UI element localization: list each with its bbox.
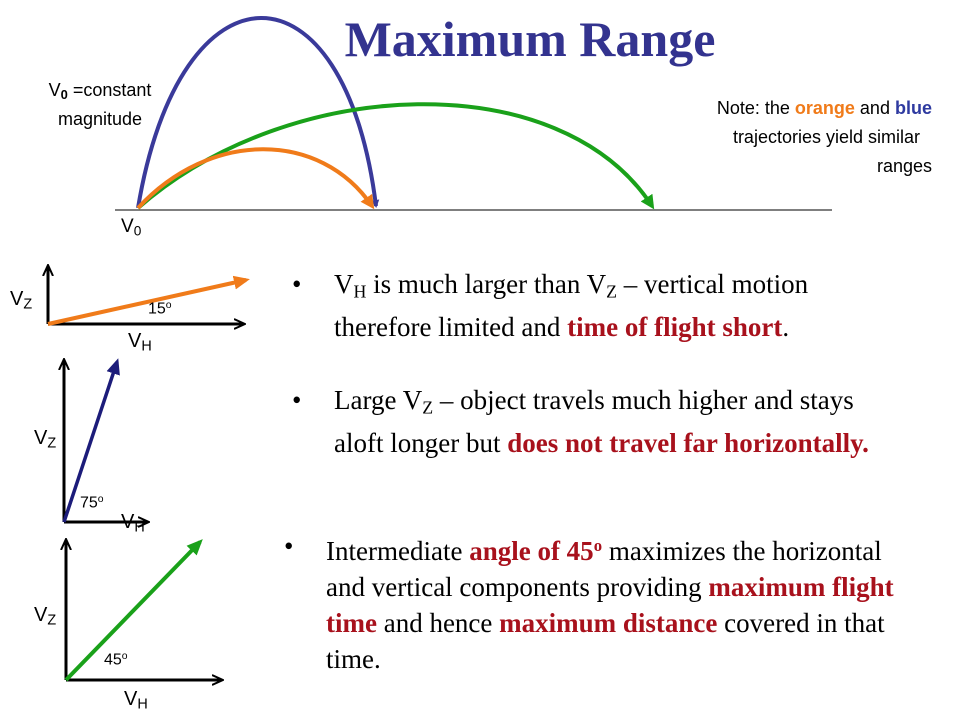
slide-title: Maximum Range bbox=[344, 11, 716, 67]
vz-label-15: VZ bbox=[10, 288, 33, 313]
vh-label-45: VH bbox=[124, 688, 148, 713]
angle-label-15: 15o bbox=[148, 300, 172, 318]
launch-point-label: V0 bbox=[121, 216, 142, 239]
vector-diagram-45 bbox=[66, 540, 222, 680]
angle-label-45: 45o bbox=[104, 651, 128, 669]
vector-diagram-75 bbox=[64, 360, 148, 522]
similar-ranges-note: Note: the orange and blue trajectories y… bbox=[716, 98, 932, 176]
vz-label-75: VZ bbox=[34, 427, 57, 452]
v0-constant-note: V0 =constant magnitude bbox=[48, 80, 152, 130]
bullet-high-angle: • Large VZ – object travels much higher … bbox=[292, 385, 869, 459]
bullet-45-degrees: • Intermediate angle of 45o maximizes th… bbox=[284, 531, 894, 675]
vector-diagram-15 bbox=[48, 266, 250, 324]
blue-trajectory bbox=[136, 16, 380, 209]
vz-label-45: VZ bbox=[34, 604, 57, 629]
orange-trajectory bbox=[136, 147, 375, 210]
bullet-low-angle: • VH is much larger than VZ – vertical m… bbox=[292, 269, 809, 343]
vh-label-75: VH bbox=[121, 511, 145, 536]
vh-label-15: VH bbox=[128, 330, 152, 355]
angle-label-75: 75o bbox=[80, 494, 104, 512]
